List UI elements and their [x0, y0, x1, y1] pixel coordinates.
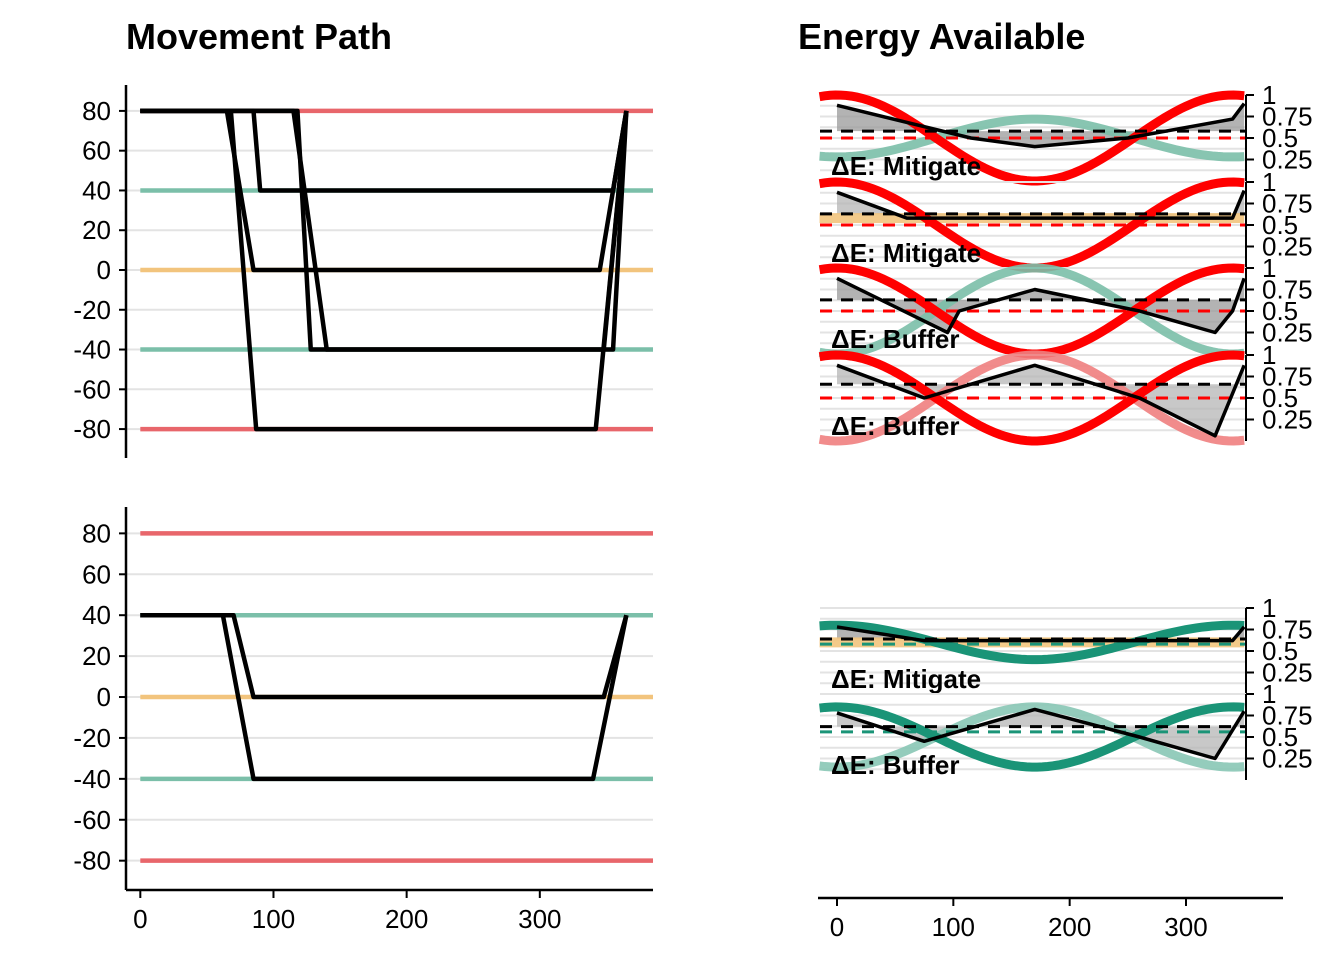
x-tick-label: 100: [252, 904, 295, 934]
right-axis-tick-label: 0.75: [1262, 102, 1313, 132]
facet-label: ΔE: Buffer: [831, 411, 959, 441]
other-environment-curve: [819, 702, 1245, 772]
y-tick-label: -40: [73, 335, 111, 365]
energy-facet: ΔE: Buffer 10.750.50.25: [818, 340, 1313, 446]
right-axis-tick-label: 1: [1262, 80, 1276, 110]
right-axis-tick-label: 0.5: [1262, 722, 1298, 752]
facet-label: ΔE: Buffer: [831, 750, 959, 780]
y-tick-label: 40: [82, 600, 111, 630]
other-environment-curve: [818, 263, 1245, 359]
x-tick-label: 200: [1048, 912, 1091, 942]
y-tick-label: 80: [82, 96, 111, 126]
right-axis-tick-label: 0.25: [1262, 318, 1313, 348]
environment-curve: [819, 702, 1245, 772]
right-axis-tick-label: 0.25: [1262, 744, 1313, 774]
environment-curve: [818, 90, 1245, 186]
energy-line: [836, 189, 1246, 220]
facet-label: ΔE: Mitigate: [831, 238, 981, 268]
facet-label: ΔE: Buffer: [831, 324, 959, 354]
right-axis-tick-label: 0.5: [1262, 123, 1298, 153]
y-tick-label: -60: [73, 374, 111, 404]
y-tick-label: -20: [73, 295, 111, 325]
y-tick-label: 0: [97, 682, 111, 712]
other-environment-curve: [818, 350, 1245, 446]
right-axis-tick-label: 1: [1262, 253, 1276, 283]
y-tick-label: 20: [82, 641, 111, 671]
x-tick-label: 0: [830, 912, 844, 942]
y-tick-label: -40: [73, 764, 111, 794]
energy-facet: ΔE: Mitigate 10.750.50.25: [819, 593, 1313, 694]
right-axis-tick-label: 1: [1262, 167, 1276, 197]
x-tick-label: 0: [133, 904, 147, 934]
energy-facet: ΔE: Buffer 10.750.50.25: [818, 253, 1313, 359]
x-tick-label: 100: [932, 912, 975, 942]
y-tick-label: 40: [82, 175, 111, 205]
energy-line: [836, 625, 1246, 643]
y-tick-label: 20: [82, 215, 111, 245]
right-axis-tick-label: 0.75: [1262, 701, 1313, 731]
facet-label: ΔE: Mitigate: [831, 151, 981, 181]
movement-path-line: [140, 612, 629, 782]
energy-facet: ΔE: Buffer 10.750.50.25: [819, 679, 1313, 780]
energy-line: [836, 102, 1246, 149]
y-tick-label: 80: [82, 518, 111, 548]
energy-line: [836, 707, 1246, 761]
y-tick-label: -20: [73, 723, 111, 753]
movement-path-panel-top: 80 60 40 20 0 -20 -40 -60 -80: [73, 85, 653, 458]
y-tick-label: 60: [82, 136, 111, 166]
x-tick-label: 300: [1164, 912, 1207, 942]
right-axis-tick-label: 1: [1262, 679, 1276, 709]
y-tick-label: -80: [73, 414, 111, 444]
environment-curve: [818, 350, 1245, 446]
y-tick-label: 60: [82, 559, 111, 589]
movement-path-line: [140, 108, 629, 432]
right-axis-tick-label: 0.5: [1262, 210, 1298, 240]
right-axis-tick-label: 0.5: [1262, 296, 1298, 326]
x-tick-label: 200: [385, 904, 428, 934]
x-tick-label: 300: [518, 904, 561, 934]
y-tick-label: -60: [73, 805, 111, 835]
facet-label: ΔE: Mitigate: [831, 664, 981, 694]
right-axis-tick-label: 0.75: [1262, 275, 1313, 305]
energy-facet: ΔE: Mitigate 10.750.50.25: [818, 80, 1313, 186]
environment-curve: [819, 620, 1245, 665]
right-axis-tick-label: 1: [1262, 593, 1276, 623]
right-axis-tick-label: 0.75: [1262, 362, 1313, 392]
y-tick-label: 0: [97, 255, 111, 285]
right-axis-tick-label: 0.25: [1262, 232, 1313, 262]
energy-line: [836, 363, 1246, 438]
energy-facet: ΔE: Mitigate 10.750.50.25: [818, 167, 1313, 273]
right-axis-tick-label: 0.5: [1262, 636, 1298, 666]
y-tick-label: -80: [73, 846, 111, 876]
energy-line: [836, 276, 1246, 335]
title-movement-path: Movement Path: [126, 16, 392, 57]
right-axis-tick-label: 0.75: [1262, 189, 1313, 219]
right-axis-tick-label: 0.25: [1262, 145, 1313, 175]
right-axis-tick-label: 0.5: [1262, 383, 1298, 413]
energy-shaded-area: [837, 278, 1245, 333]
right-axis-tick-label: 0.25: [1262, 658, 1313, 688]
right-axis-tick-label: 1: [1262, 340, 1276, 370]
right-axis-tick-label: 0.25: [1262, 405, 1313, 435]
title-energy-available: Energy Available: [798, 16, 1085, 57]
right-axis-tick-label: 0.75: [1262, 615, 1313, 645]
other-environment-curve: [819, 114, 1245, 162]
movement-path-line: [140, 108, 629, 352]
